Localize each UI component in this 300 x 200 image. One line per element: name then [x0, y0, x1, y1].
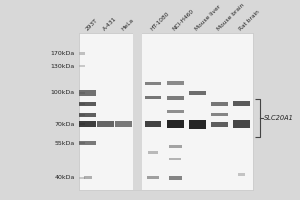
Text: SLC20A1: SLC20A1 — [264, 115, 294, 121]
Bar — [145, 96, 161, 99]
Bar — [80, 141, 96, 145]
Bar — [80, 102, 96, 106]
Bar — [79, 177, 85, 179]
Bar — [167, 110, 184, 113]
Bar — [189, 120, 206, 129]
Text: A-431: A-431 — [102, 16, 118, 31]
Bar — [79, 52, 85, 55]
Bar — [79, 123, 85, 125]
Bar — [84, 176, 92, 179]
Bar — [79, 142, 85, 144]
Text: 130kDa: 130kDa — [50, 64, 75, 69]
Text: 40kDa: 40kDa — [54, 175, 75, 180]
Bar — [145, 121, 161, 127]
Text: 100kDa: 100kDa — [50, 90, 75, 95]
Bar — [211, 102, 228, 106]
Bar — [80, 121, 96, 127]
Bar — [79, 103, 85, 105]
Text: HT-1080: HT-1080 — [149, 10, 170, 31]
Text: 70kDa: 70kDa — [54, 122, 75, 127]
Bar — [233, 101, 250, 106]
Bar — [147, 176, 159, 179]
Text: 170kDa: 170kDa — [50, 51, 75, 56]
Bar — [148, 151, 158, 154]
Bar — [79, 33, 253, 190]
Bar — [80, 113, 96, 117]
Bar — [79, 114, 85, 116]
Text: Mouse liver: Mouse liver — [194, 4, 221, 31]
Bar — [233, 120, 250, 128]
Bar — [169, 145, 182, 148]
Bar — [169, 176, 182, 180]
Bar — [167, 120, 184, 128]
Text: 293T: 293T — [84, 17, 98, 31]
Bar — [133, 33, 142, 190]
Bar — [167, 81, 184, 85]
Bar — [167, 96, 184, 100]
Bar — [98, 121, 114, 127]
Bar — [115, 121, 132, 127]
Bar — [80, 90, 96, 96]
Bar — [211, 113, 228, 116]
Text: 55kDa: 55kDa — [54, 141, 75, 146]
Text: HeLa: HeLa — [120, 17, 134, 31]
Text: NCI-H460: NCI-H460 — [172, 8, 195, 31]
Bar — [79, 92, 85, 94]
Bar — [211, 122, 228, 127]
Bar — [238, 173, 245, 176]
Text: Rat brain: Rat brain — [238, 9, 261, 31]
Bar — [189, 91, 206, 95]
Bar — [145, 82, 161, 85]
Bar — [79, 65, 85, 67]
Bar — [169, 158, 181, 160]
Text: Mouse brain: Mouse brain — [216, 2, 245, 31]
